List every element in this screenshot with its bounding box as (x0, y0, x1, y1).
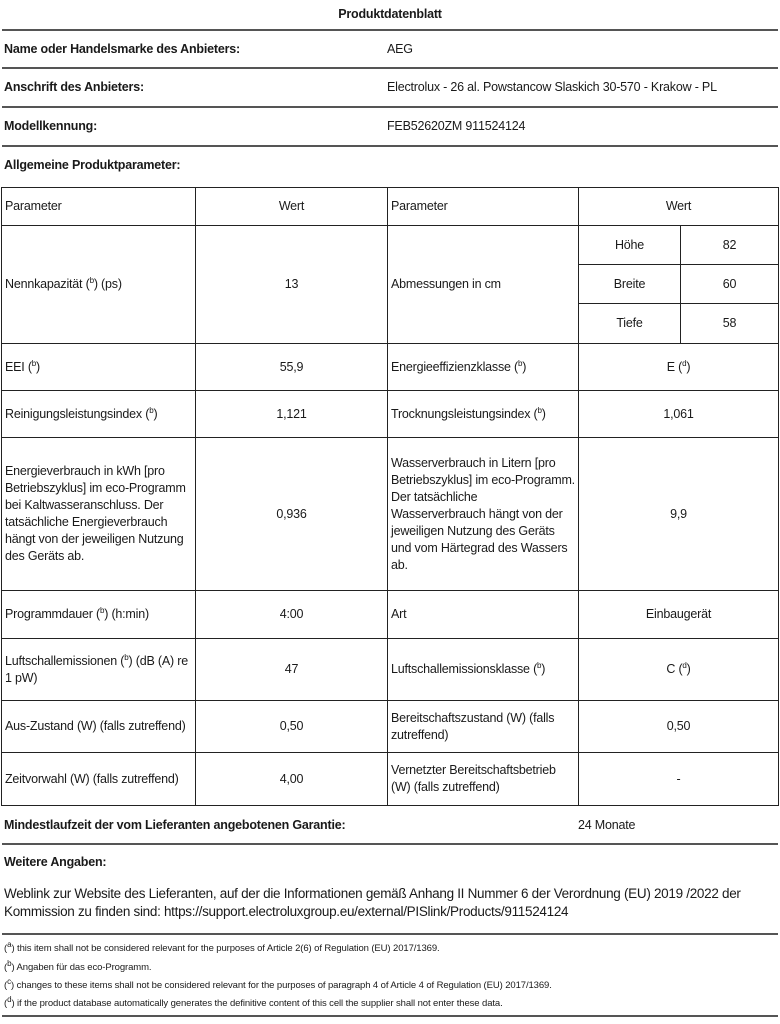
capacity-label: Nennkapazität (b) (ps) (1, 225, 196, 344)
table-row: Energieverbrauch in kWh [pro Betriebszyk… (1, 437, 779, 591)
off-mode-value: 0,50 (195, 700, 388, 753)
table-row: Zeitvorwahl (W) (falls zutreffend) 4,00 … (1, 752, 779, 806)
table-row: Programmdauer (b) (h:min) 4:00 Art Einba… (1, 590, 779, 639)
standby-label: Bereitschaftszustand (W) (falls zutreffe… (387, 700, 579, 753)
duration-label: Programmdauer (b) (h:min) (1, 590, 196, 639)
model-value: FEB52620ZM 911524124 (387, 119, 526, 133)
table-row: Aus-Zustand (W) (falls zutreffend) 0,50 … (1, 700, 779, 753)
width-value: 60 (680, 264, 779, 304)
general-parameters-heading: Allgemeine Produktparameter: (4, 158, 181, 172)
table-row: Luftschallemissionen (b) (dB (A) re 1 pW… (1, 638, 779, 701)
width-label: Breite (578, 264, 681, 304)
energy-class-value: E (d) (578, 343, 779, 391)
drying-index-label: Trocknungsleistungsindex (b) (387, 390, 579, 438)
depth-label: Tiefe (578, 303, 681, 344)
noise-value: 47 (195, 638, 388, 701)
header-parameter: Parameter (387, 187, 579, 226)
divider (2, 843, 778, 845)
table-row: Tiefe 58 (2, 303, 779, 344)
noise-class-value: C (d) (578, 638, 779, 701)
divider (2, 933, 778, 935)
networked-standby-value: - (578, 752, 779, 806)
delay-start-label: Zeitvorwahl (W) (falls zutreffend) (1, 752, 196, 806)
supplier-address-label: Anschrift des Anbieters: (4, 80, 144, 94)
table-row: Breite 60 (2, 264, 779, 304)
warranty-label: Mindestlaufzeit der vom Lieferanten ange… (4, 818, 346, 832)
type-value: Einbaugerät (578, 590, 779, 639)
footnote-a: (a) this item shall not be considered re… (4, 939, 440, 954)
model-label: Modellkennung: (4, 119, 98, 133)
off-mode-label: Aus-Zustand (W) (falls zutreffend) (1, 700, 196, 753)
parameters-table: Parameter Wert Parameter Wert Nennkapazi… (1, 187, 779, 806)
divider (2, 145, 778, 147)
height-value: 82 (680, 225, 779, 265)
supplier-address-value: Electrolux - 26 al. Powstancow Slaskich … (387, 80, 717, 94)
type-label: Art (387, 590, 579, 639)
delay-start-value: 4,00 (195, 752, 388, 806)
header-value: Wert (195, 187, 388, 226)
dimensions-label: Abmessungen in cm (387, 225, 579, 344)
table-row: EEI (b) 55,9 Energieeffizienzklasse (b) … (1, 343, 779, 391)
divider (2, 29, 778, 31)
table-row: Reinigungsleistungsindex (b) 1,121 Trock… (1, 390, 779, 438)
header-parameter: Parameter (1, 187, 196, 226)
weblink-text: Weblink zur Website des Lieferanten, auf… (4, 886, 741, 919)
duration-value: 4:00 (195, 590, 388, 639)
eei-label: EEI (b) (1, 343, 196, 391)
cleaning-index-value: 1,121 (195, 390, 388, 438)
divider (2, 1015, 778, 1017)
noise-class-label: Luftschallemissionsklasse (b) (387, 638, 579, 701)
more-info-heading: Weitere Angaben: (4, 855, 107, 869)
capacity-value: 13 (195, 225, 388, 344)
water-consumption-value: 9,9 (578, 437, 779, 591)
footnote-b: (b) Angaben für das eco-Programm. (4, 958, 152, 973)
energy-consumption-label: Energieverbrauch in kWh [pro Betriebszyk… (1, 437, 196, 591)
page-title: Produktdatenblatt (338, 7, 442, 21)
height-label: Höhe (578, 225, 681, 265)
supplier-name-value: AEG (387, 42, 413, 56)
drying-index-value: 1,061 (578, 390, 779, 438)
footnote-c: (c) changes to these items shall not be … (4, 976, 552, 991)
noise-label: Luftschallemissionen (b) (dB (A) re 1 pW… (1, 638, 196, 701)
standby-value: 0,50 (578, 700, 779, 753)
divider (2, 67, 778, 69)
divider (2, 106, 778, 108)
warranty-value: 24 Monate (578, 818, 636, 832)
water-consumption-label: Wasserverbrauch in Litern [pro Betriebsz… (387, 437, 579, 591)
supplier-name-label: Name oder Handelsmarke des Anbieters: (4, 42, 240, 56)
energy-consumption-value: 0,936 (195, 437, 388, 591)
cleaning-index-label: Reinigungsleistungsindex (b) (1, 390, 196, 438)
footnote-d: (d) if the product database automaticall… (4, 994, 503, 1009)
table-header-row: Parameter Wert Parameter Wert (1, 187, 779, 226)
eei-value: 55,9 (195, 343, 388, 391)
networked-standby-label: Vernetzter Bereitschaftsbetrieb (W) (fal… (387, 752, 579, 806)
energy-class-label: Energieeffizienzklasse (b) (387, 343, 579, 391)
depth-value: 58 (680, 303, 779, 344)
header-value: Wert (578, 187, 779, 226)
table-row: Nennkapazität (b) (ps) 13 Abmessungen in… (1, 225, 779, 344)
